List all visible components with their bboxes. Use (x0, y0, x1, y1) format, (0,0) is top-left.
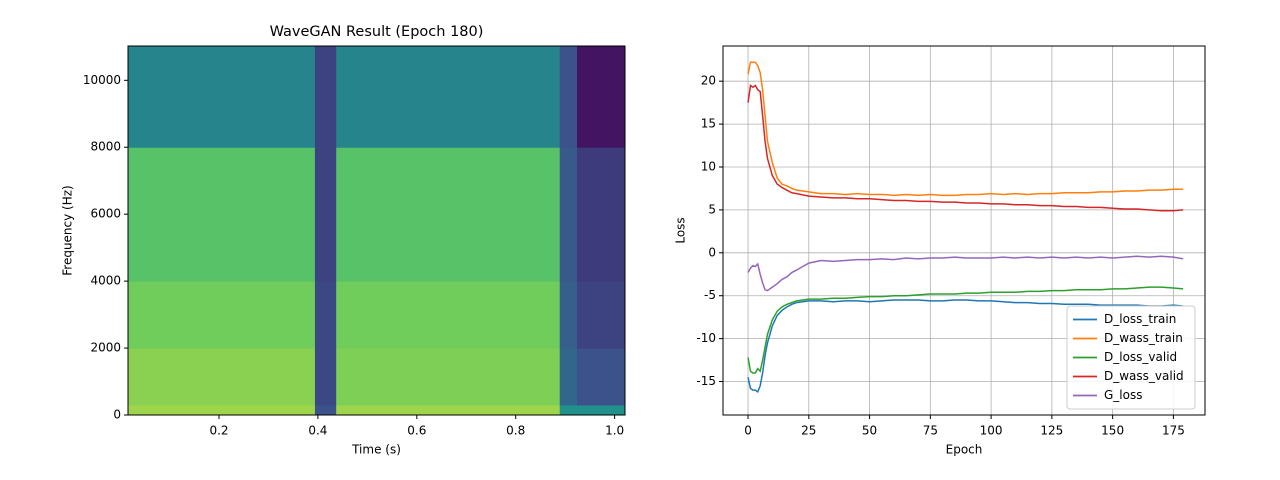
x-tick-label: 0.2 (209, 424, 228, 438)
heatmap-cell (128, 404, 316, 416)
y-tick-label: 10 (701, 159, 716, 173)
heatmap-cell (314, 147, 337, 282)
axes-frame (127, 45, 626, 416)
y-axis-label: Loss (674, 217, 688, 243)
series-line (747, 61, 1184, 197)
heatmap-cell (314, 46, 337, 148)
x-tick-label: 0.4 (308, 424, 327, 438)
legend: D_loss_train D_wass_train D_loss_valid D_wa… (1066, 305, 1196, 410)
y-tick-label: 8000 (90, 140, 121, 154)
x-axis-label: Epoch (946, 443, 983, 457)
heatmap-cell (314, 348, 337, 406)
spectrogram: 0.2 0.4 0.6 0.8 1.0 0 2000 4000 6000 8000 10000 Tim… (61, 24, 626, 457)
series-line (747, 255, 1184, 292)
x-tick-label: 0.8 (506, 424, 525, 438)
x-tick-label: 125 (1040, 424, 1063, 438)
y-tick-label: 5 (708, 202, 716, 216)
series-line (747, 84, 1184, 212)
legend-label: G_loss (1104, 388, 1142, 402)
series-line (747, 286, 1184, 374)
heatmap-cell (577, 147, 626, 282)
y-tick-label: 4000 (90, 274, 121, 288)
heatmap-cell (128, 147, 316, 282)
y-tick-label: -10 (696, 331, 716, 345)
y-tick-label: 10000 (83, 73, 121, 87)
y-tick-label: -15 (696, 374, 716, 388)
axes-frame (722, 45, 1206, 416)
heatmap-cell (128, 46, 316, 148)
x-tick-label: 150 (1101, 424, 1124, 438)
legend-label: D_loss_valid (1104, 350, 1177, 364)
legend-label: D_wass_train (1104, 331, 1183, 345)
heatmap-cell (577, 281, 626, 349)
legend-label: D_wass_valid (1104, 369, 1184, 383)
x-tick-label: 100 (980, 424, 1003, 438)
heatmap-cell (314, 404, 337, 416)
heatmap-cell (559, 46, 578, 148)
heatmap-cell (336, 46, 561, 148)
heatmap-cell (336, 404, 561, 416)
y-tick-label: 6000 (90, 207, 121, 221)
y-axis-label: Frequency (Hz) (61, 185, 75, 276)
y-tick-label: 2000 (90, 341, 121, 355)
y-tick-label: -5 (704, 288, 716, 302)
x-axis-label: Time (s) (351, 443, 401, 457)
line-chart: 0 25 50 75 100 125 150 175 -15 -10 -5 0 5 10 15 20 Epoch… (674, 45, 1206, 457)
x-tick-label: 1.0 (605, 424, 624, 438)
heatmap-cell (314, 281, 337, 349)
legend-label: D_loss_train (1104, 312, 1176, 326)
heatmap-cell (559, 147, 578, 282)
heatmap-cell (336, 147, 561, 282)
heatmap-cell (336, 348, 561, 406)
x-tick-label: 50 (862, 424, 877, 438)
heatmap-cell (577, 348, 626, 406)
heatmap-cell (559, 281, 578, 349)
y-tick-label: 0 (708, 245, 716, 259)
x-tick-label: 75 (923, 424, 938, 438)
x-tick-label: 25 (801, 424, 816, 438)
heatmap-cell (128, 281, 316, 349)
legend-box (1066, 305, 1196, 410)
y-tick-label: 0 (113, 408, 121, 422)
series-line (747, 299, 1184, 393)
heatmap-cell (577, 46, 626, 148)
y-tick-label: 15 (701, 117, 716, 131)
heatmap-cell (577, 404, 626, 416)
x-tick-label: 175 (1162, 424, 1185, 438)
chart-title: WaveGAN Result (Epoch 180) (270, 24, 484, 40)
heatmap-cell (128, 348, 316, 406)
heatmap-cell (559, 404, 578, 416)
heatmap-cell (336, 281, 561, 349)
x-tick-label: 0 (744, 424, 752, 438)
heatmap-cell (559, 348, 578, 406)
y-tick-label: 20 (701, 74, 716, 88)
x-tick-label: 0.6 (407, 424, 426, 438)
